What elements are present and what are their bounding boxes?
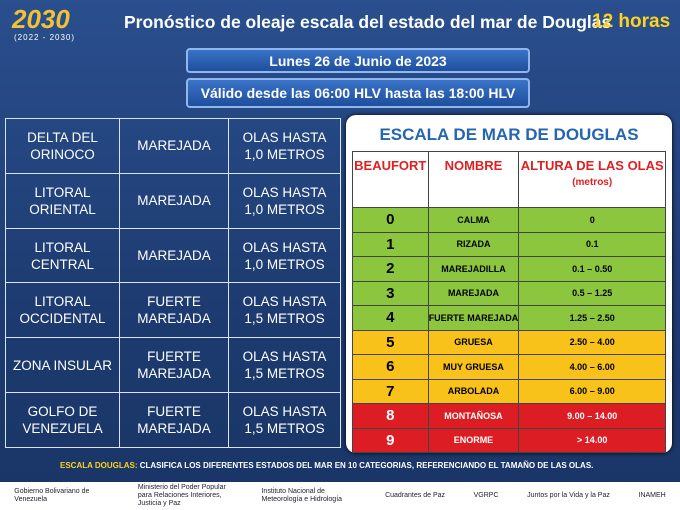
scale-cell: 4.00 – 6.00 xyxy=(518,354,666,380)
forecast-cell: MAREJADA xyxy=(119,172,229,229)
note-label: ESCALA DOUGLAS: xyxy=(60,461,138,470)
scale-cell: 6 xyxy=(352,354,429,380)
scale-header: BEAUFORT NOMBRE ALTURA DE LAS OLAS (metros) xyxy=(352,151,666,208)
forecast-cell: DELTA DEL ORINOCO xyxy=(5,118,120,174)
footer-logo: Juntos por la Vida y la Paz xyxy=(527,492,610,499)
scale-table: BEAUFORT NOMBRE ALTURA DE LAS OLAS (metros)… xyxy=(352,151,666,453)
scale-row: 9 ENORME > 14.00 xyxy=(352,427,666,453)
footer-logo: Ministerio del Poder Popular para Relaci… xyxy=(137,484,226,507)
scale-cell: CALMA xyxy=(427,207,520,233)
scale-row: 3 MAREJADA 0.5 – 1.25 xyxy=(352,280,666,306)
scale-row: 1 RIZADA 0.1 xyxy=(352,231,666,257)
note: ESCALA DOUGLAS: CLASIFICA LOS DIFERENTES… xyxy=(60,461,593,470)
scale-row: 2 MAREJADILLA 0.1 – 0.50 xyxy=(352,256,666,282)
forecast-cell: LITORAL OCCIDENTAL xyxy=(5,282,120,339)
forecast-cell: MAREJADA xyxy=(119,118,229,174)
forecast-cell: OLAS HASTA 1,0 METROS xyxy=(228,227,341,284)
forecast-cell: GOLFO DE VENEZUELA xyxy=(5,392,120,448)
forecast-row: GOLFO DE VENEZUELA FUERTE MAREJADA OLAS HA… xyxy=(5,392,341,448)
forecast-cell: OLAS HASTA 1,5 METROS xyxy=(228,392,341,448)
footer-logo: INAMEH xyxy=(638,492,666,499)
forecast-cell: LITORAL CENTRAL xyxy=(5,227,120,284)
forecast-row: ZONA INSULAR FUERTE MAREJADA OLAS HASTA 1,… xyxy=(5,337,341,394)
scale-cell: 0 xyxy=(518,207,666,233)
footer-logo: VGRPC xyxy=(473,492,499,499)
scale-cell: 1.25 – 2.50 xyxy=(518,305,666,331)
footer: Gobierno Bolivariano de Venezuela Ministe… xyxy=(0,482,680,510)
forecast-cell: OLAS HASTA 1,0 METROS xyxy=(228,172,341,229)
forecast-cell: OLAS HASTA 1,0 METROS xyxy=(228,118,341,174)
scale-cell: 4 xyxy=(352,305,429,331)
scale-cell: FUERTE MAREJADA xyxy=(427,305,520,331)
scale-cell: 5 xyxy=(352,329,429,355)
forecast-row: LITORAL ORIENTAL MAREJADA OLAS HASTA 1,0 M… xyxy=(5,172,341,229)
scale-row: 8 MONTAÑOSA 9.00 – 14.00 xyxy=(352,403,666,429)
scale-cell: 2.50 – 4.00 xyxy=(518,329,666,355)
footer-logo: Instituto Nacional de Meteorología e Hid… xyxy=(261,488,343,503)
note-text: CLASIFICA LOS DIFERENTES ESTADOS DEL MAR… xyxy=(139,461,594,470)
forecast-row: LITORAL CENTRAL MAREJADA OLAS HASTA 1,0 ME… xyxy=(5,227,341,284)
period: 12 horas xyxy=(592,11,671,32)
scale-cell: 0.1 – 0.50 xyxy=(518,256,666,282)
forecast-cell: OLAS HASTA 1,5 METROS xyxy=(228,282,341,339)
scale-cell: ENORME xyxy=(427,427,520,453)
scale-cell: 6.00 – 9.00 xyxy=(518,378,666,404)
forecast-cell: ZONA INSULAR xyxy=(5,337,120,394)
date: Lunes 26 de Junio de 2023 xyxy=(186,48,530,73)
forecast-cell: FUERTE MAREJADA xyxy=(119,392,229,448)
scale-row: 0 CALMA 0 xyxy=(352,207,666,233)
forecast-row: DELTA DEL ORINOCO MAREJADA OLAS HASTA 1,0 … xyxy=(5,118,341,174)
scale-cell: > 14.00 xyxy=(518,427,666,453)
forecast-cell: MAREJADA xyxy=(119,227,229,284)
scale-cell: RIZADA xyxy=(427,231,520,257)
scale-cell: MAREJADILLA xyxy=(427,256,520,282)
forecast-cell: FUERTE MAREJADA xyxy=(119,337,229,394)
scale-cell: MONTAÑOSA xyxy=(427,403,520,429)
scale-cell: 2 xyxy=(352,256,429,282)
scale-cell: 9 xyxy=(352,427,429,453)
scale-row: 7 ARBOLADA 6.00 – 9.00 xyxy=(352,378,666,404)
scale-row: 5 GRUESA 2.50 – 4.00 xyxy=(352,329,666,355)
scale-title: ESCALA DE MAR DE DOUGLAS xyxy=(379,125,639,144)
scale-cell: ARBOLADA xyxy=(427,378,520,404)
forecast-cell: FUERTE MAREJADA xyxy=(119,282,229,339)
scale-row: 6 MUY GRUESA 4.00 – 6.00 xyxy=(352,354,666,380)
validity: Válido desde las 06:00 HLV hasta las 18:… xyxy=(186,78,530,108)
scale-cell: 0 xyxy=(352,207,429,233)
scale-cell: 0.1 xyxy=(518,231,666,257)
logo: 2030 xyxy=(12,4,70,34)
scale-cell: 1 xyxy=(352,231,429,257)
scale-cell: MAREJADA xyxy=(427,280,520,306)
scale-header-cell: ALTURA DE LAS OLAS (metros) xyxy=(518,151,666,208)
scale-row: 4 FUERTE MAREJADA 1.25 – 2.50 xyxy=(352,305,666,331)
unit: (metros) xyxy=(572,177,613,188)
scale-header-cell: BEAUFORT xyxy=(352,151,429,208)
scale-cell: 3 xyxy=(352,280,429,306)
scale-cell: 7 xyxy=(352,378,429,404)
forecast-row: LITORAL OCCIDENTAL FUERTE MAREJADA OLAS HA… xyxy=(5,282,341,339)
title: Pronóstico de oleaje escala del estado d… xyxy=(124,12,612,32)
footer-logo: Cuadrantes de Paz xyxy=(385,492,446,499)
footer-logo: Gobierno Bolivariano de Venezuela xyxy=(14,488,90,503)
scale-cell: MUY GRUESA xyxy=(427,354,520,380)
scale-cell: 0.5 – 1.25 xyxy=(518,280,666,306)
logo-years: (2022 - 2030) xyxy=(14,33,76,42)
forecast-cell: LITORAL ORIENTAL xyxy=(5,172,120,229)
forecast-cell: OLAS HASTA 1,5 METROS xyxy=(228,337,341,394)
scale-header-cell: NOMBRE xyxy=(427,151,520,208)
scale-panel: ESCALA DE MAR DE DOUGLAS BEAUFORT NOMBRE A… xyxy=(346,115,672,453)
scale-cell: 8 xyxy=(352,403,429,429)
scale-cell: GRUESA xyxy=(427,329,520,355)
forecast-table: DELTA DEL ORINOCO MAREJADA OLAS HASTA 1,0 … xyxy=(5,118,341,448)
scale-cell: 9.00 – 14.00 xyxy=(518,403,666,429)
